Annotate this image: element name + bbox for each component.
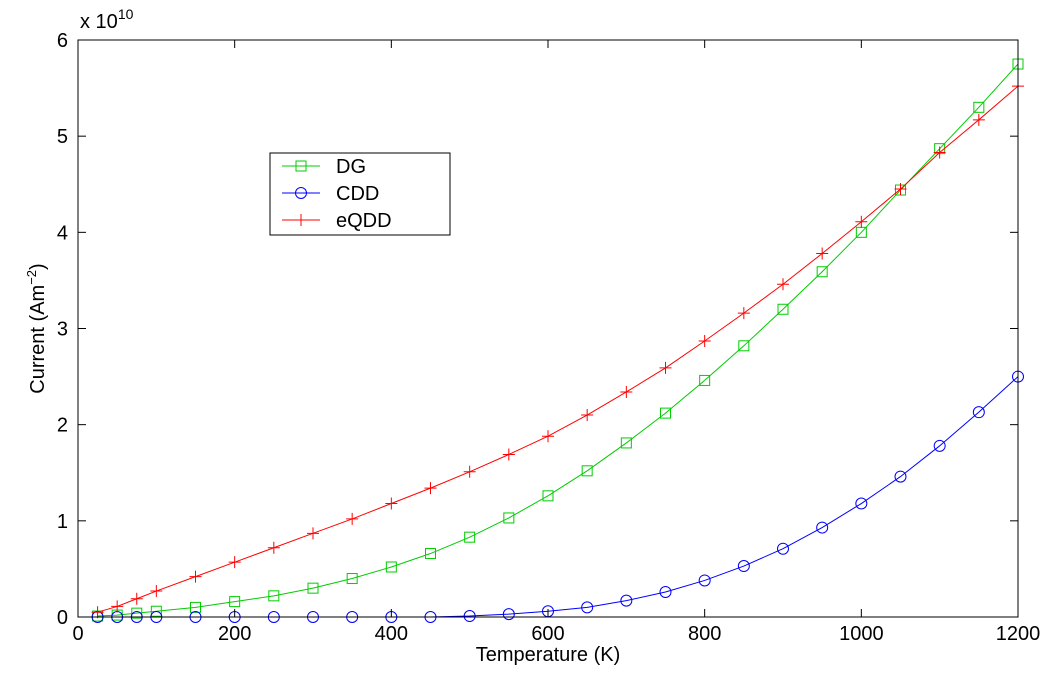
data-point-dg bbox=[229, 596, 241, 608]
legend-item-cdd: CDD bbox=[282, 183, 379, 205]
data-point-dg bbox=[268, 590, 280, 602]
x-tick-label: 200 bbox=[218, 623, 251, 645]
axes: 0 200 400 600 800 1000 1200 0 1 2 3 4 5 6 bbox=[57, 30, 1040, 645]
y-tick-label: 6 bbox=[57, 30, 68, 52]
data-point-cdd bbox=[581, 601, 594, 614]
data-point-dg bbox=[346, 573, 358, 585]
data-point-dg bbox=[699, 374, 711, 386]
data-point-cdd bbox=[777, 542, 789, 555]
y-axis-title: Current (Am−2) bbox=[24, 263, 49, 393]
data-point-cdd bbox=[502, 608, 515, 621]
data-point-dg bbox=[425, 548, 436, 560]
data-point-dg bbox=[542, 490, 554, 502]
data-point-dg bbox=[816, 266, 828, 278]
y-axis-multiplier-base: x 10 bbox=[80, 11, 118, 33]
y-tick-label: 3 bbox=[57, 319, 68, 341]
y-tick-label: 1 bbox=[57, 511, 68, 533]
legend-label: CDD bbox=[336, 183, 379, 205]
data-point-eqdd bbox=[385, 497, 398, 510]
data-point-dg bbox=[385, 561, 397, 573]
data-point-eqdd bbox=[855, 215, 868, 228]
data-point-dg bbox=[973, 101, 985, 113]
plot-content bbox=[91, 58, 1024, 623]
data-point-eqdd bbox=[502, 448, 515, 461]
data-point-cdd bbox=[659, 585, 672, 598]
y-tick-label: 4 bbox=[57, 222, 68, 244]
y-axis-title-main: Current (Am bbox=[27, 285, 49, 394]
data-point-eqdd bbox=[130, 592, 143, 605]
data-point-eqdd bbox=[267, 541, 280, 554]
series-line-eqdd bbox=[97, 85, 1019, 613]
data-point-eqdd bbox=[111, 600, 124, 613]
data-point-cdd bbox=[972, 406, 985, 419]
data-point-cdd bbox=[620, 594, 633, 607]
data-point-cdd bbox=[816, 521, 829, 534]
data-point-cdd bbox=[737, 560, 750, 573]
data-point-dg bbox=[660, 407, 671, 419]
data-point-eqdd bbox=[933, 146, 946, 159]
data-point-eqdd bbox=[542, 430, 554, 443]
x-tick-label: 1200 bbox=[996, 623, 1041, 645]
y-axis-title-close: ) bbox=[27, 263, 49, 270]
series-eqdd bbox=[91, 80, 1024, 619]
data-point-cdd bbox=[933, 439, 946, 452]
legend-swatch-marker bbox=[295, 214, 307, 226]
y-tick-label: 2 bbox=[57, 415, 68, 437]
legend-swatch-marker bbox=[295, 160, 307, 172]
data-point-dg bbox=[620, 437, 632, 449]
data-point-dg bbox=[307, 582, 319, 594]
data-point-dg bbox=[581, 465, 593, 477]
data-point-dg bbox=[190, 601, 201, 613]
data-point-eqdd bbox=[972, 113, 985, 126]
y-axis-multiplier-exponent: 10 bbox=[118, 6, 134, 22]
data-point-eqdd bbox=[228, 556, 241, 569]
data-point-eqdd bbox=[816, 247, 829, 260]
data-point-eqdd bbox=[307, 527, 319, 540]
legend-label: DG bbox=[336, 156, 366, 178]
data-point-cdd bbox=[698, 574, 711, 587]
x-tick-label: 600 bbox=[531, 623, 564, 645]
legend-item-dg: DG bbox=[282, 156, 366, 178]
data-point-dg bbox=[777, 303, 789, 315]
data-point-cdd bbox=[894, 470, 907, 483]
data-point-eqdd bbox=[659, 361, 672, 374]
data-point-dg bbox=[150, 605, 162, 617]
x-tick-label: 400 bbox=[375, 623, 408, 645]
data-point-eqdd bbox=[737, 307, 750, 320]
series-line-dg bbox=[97, 63, 1019, 617]
x-tick-label: 1000 bbox=[839, 623, 884, 645]
data-point-eqdd bbox=[189, 570, 202, 583]
data-point-eqdd bbox=[894, 183, 907, 196]
series-dg bbox=[92, 58, 1024, 622]
data-point-eqdd bbox=[620, 385, 633, 398]
legend-swatch-marker bbox=[295, 187, 307, 199]
x-tick-label: 800 bbox=[688, 623, 721, 645]
data-point-eqdd bbox=[463, 465, 476, 478]
data-point-dg bbox=[131, 607, 143, 619]
legend-label: eQDD bbox=[336, 210, 392, 232]
data-point-eqdd bbox=[581, 409, 594, 422]
data-point-eqdd bbox=[424, 482, 437, 495]
data-point-cdd bbox=[855, 497, 868, 510]
data-point-eqdd bbox=[698, 335, 711, 348]
y-axis-multiplier: x 1010 bbox=[80, 6, 134, 33]
y-tick-label: 5 bbox=[57, 126, 68, 148]
data-point-eqdd bbox=[91, 606, 104, 619]
data-point-eqdd bbox=[346, 512, 359, 525]
data-point-eqdd bbox=[150, 585, 163, 598]
data-point-dg bbox=[503, 512, 515, 524]
data-point-cdd bbox=[463, 610, 476, 623]
legend: DG CDD eQDD bbox=[269, 152, 451, 236]
data-point-eqdd bbox=[777, 278, 789, 291]
y-tick-label: 0 bbox=[57, 607, 68, 629]
data-point-dg bbox=[738, 340, 750, 352]
y-axis-title-superscript: −2 bbox=[24, 270, 39, 285]
legend-item-eqdd: eQDD bbox=[282, 210, 392, 232]
legend-box bbox=[269, 152, 451, 236]
x-tick-label: 0 bbox=[72, 623, 83, 645]
data-point-dg bbox=[464, 531, 476, 543]
x-axis-title: Temperature (K) bbox=[476, 644, 621, 666]
